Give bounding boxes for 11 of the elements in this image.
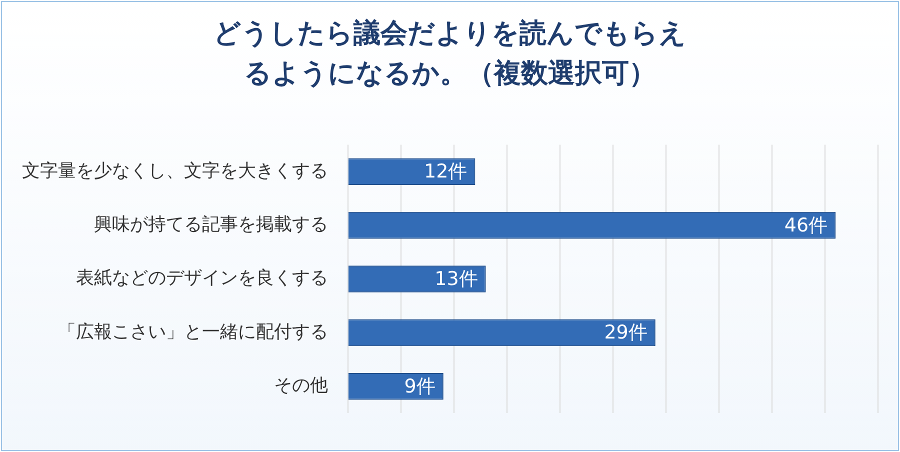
chart-title: どうしたら議会だよりを読んでもらえるようになるか。（複数選択可） (212, 17, 688, 91)
y-tick-label: 表紙などのデザインを良くする (76, 268, 328, 289)
y-tick-label: 「広報こさい」と一緒に配付する (58, 321, 328, 342)
data-label: 12件 (424, 160, 468, 183)
y-tick-label: 興味が持てる記事を掲載する (94, 214, 328, 235)
data-label: 13件 (434, 268, 478, 290)
y-tick-label: 文字量を少なくし、文字を大きくする (22, 160, 328, 182)
data-label: 29件 (604, 322, 648, 344)
data-label: 9件 (404, 375, 436, 398)
y-tick-label: その他 (274, 375, 328, 396)
data-label: 46件 (784, 214, 828, 236)
